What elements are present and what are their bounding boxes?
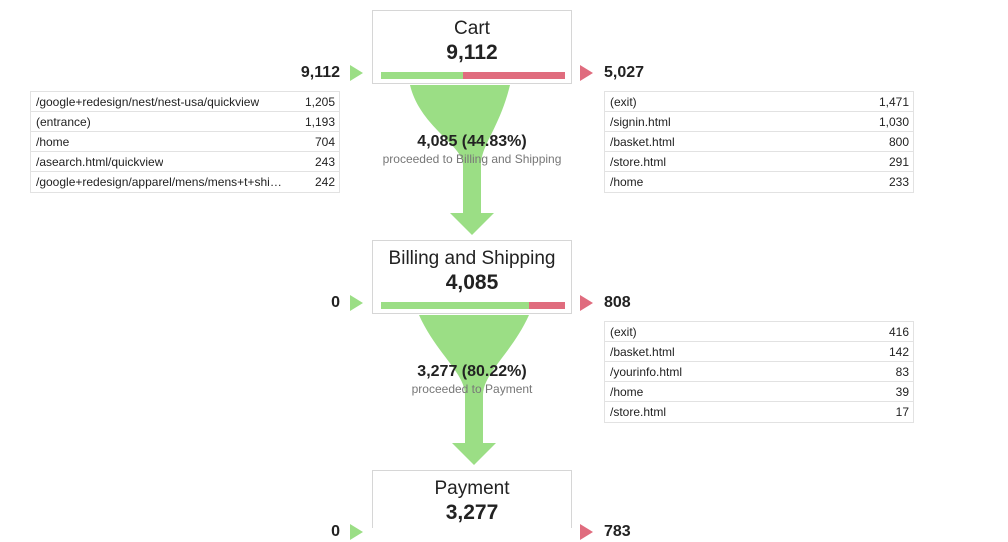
exit-pages-table: (exit) 1,471 /signin.html 1,030 /basket.ht… — [604, 91, 914, 193]
step-progress-bar — [381, 72, 565, 79]
row-value: 233 — [888, 175, 909, 189]
step-name: Billing and Shipping — [388, 248, 556, 269]
table-row[interactable]: (exit) 416 — [605, 322, 913, 342]
row-path: /signin.html — [610, 115, 671, 129]
step-box-cart[interactable]: Cart 9,112 — [372, 10, 572, 84]
exits-count[interactable]: 808 — [604, 294, 631, 311]
entrances-arrow-icon — [350, 524, 363, 540]
flow-description: proceeded to Billing and Shipping — [382, 152, 562, 166]
flow-label: 4,085 (44.83%) proceeded to Billing and … — [352, 132, 592, 167]
row-value: 83 — [895, 365, 909, 379]
exit-pages-table: (exit) 416 /basket.html 142 /yourinfo.html… — [604, 321, 914, 423]
entrances-arrow-icon — [350, 65, 363, 81]
step-count: 9,112 — [446, 41, 498, 64]
row-path: /store.html — [610, 155, 667, 169]
funnel-flow-shape — [419, 315, 529, 465]
exits-arrow-icon — [580, 295, 593, 311]
table-row[interactable]: /asearch.html/quickview 243 — [31, 152, 339, 172]
step-name: Payment — [434, 478, 510, 499]
entrance-sources-table: /google+redesign/nest/nest-usa/quickview… — [30, 91, 340, 193]
flow-count: 3,277 (80.22%) — [417, 363, 527, 380]
row-value: 1,030 — [878, 115, 909, 129]
table-row[interactable]: (entrance) 1,193 — [31, 112, 339, 132]
row-path: /google+redesign/nest/nest-usa/quickview — [36, 95, 260, 109]
exits-arrow-icon — [580, 524, 593, 540]
row-path: /yourinfo.html — [610, 365, 683, 379]
row-path: (exit) — [610, 95, 637, 109]
step-count: 4,085 — [445, 271, 499, 294]
table-row[interactable]: /yourinfo.html 83 — [605, 362, 913, 382]
row-path: /google+redesign/apparel/mens/mens+t+shi… — [36, 175, 282, 189]
table-row[interactable]: /store.html 17 — [605, 402, 913, 422]
row-value: 243 — [314, 155, 335, 169]
table-row[interactable]: /signin.html 1,030 — [605, 112, 913, 132]
exit-bar-segment — [463, 72, 565, 79]
exits-arrow-icon — [580, 65, 593, 81]
row-value: 1,471 — [878, 95, 909, 109]
row-value: 800 — [888, 135, 909, 149]
flow-count: 4,085 (44.83%) — [417, 133, 527, 150]
row-path: /basket.html — [610, 135, 675, 149]
row-value: 39 — [895, 385, 909, 399]
table-row[interactable]: /google+redesign/nest/nest-usa/quickview… — [31, 92, 339, 112]
table-row[interactable]: /home 233 — [605, 172, 913, 192]
row-path: (entrance) — [36, 115, 91, 129]
row-value: 416 — [888, 325, 909, 339]
flow-label: 3,277 (80.22%) proceeded to Payment — [352, 362, 592, 397]
proceed-bar-segment — [381, 72, 464, 79]
row-path: /home — [610, 385, 644, 399]
step-name: Cart — [454, 18, 490, 39]
step-box-billing-and-shipping[interactable]: Billing and Shipping 4,085 — [372, 240, 572, 314]
step-count: 3,277 — [445, 501, 499, 524]
table-row[interactable]: /google+redesign/apparel/mens/mens+t+shi… — [31, 172, 339, 192]
row-value: 142 — [888, 345, 909, 359]
table-row[interactable]: (exit) 1,471 — [605, 92, 913, 112]
row-value: 291 — [888, 155, 909, 169]
entrances-count[interactable]: 9,112 — [300, 64, 340, 81]
row-value: 1,193 — [304, 115, 335, 129]
exit-bar-segment — [528, 302, 565, 309]
flow-description: proceeded to Payment — [411, 382, 533, 396]
entrances-arrow-icon — [350, 295, 363, 311]
step-progress-bar — [381, 302, 565, 309]
row-path: /basket.html — [610, 345, 675, 359]
row-path: /home — [36, 135, 70, 149]
exits-count[interactable]: 783 — [604, 523, 631, 540]
table-row[interactable]: /basket.html 800 — [605, 132, 913, 152]
entrances-count[interactable]: 0 — [331, 523, 340, 540]
entrances-count[interactable]: 0 — [331, 294, 340, 311]
table-row[interactable]: /home 39 — [605, 382, 913, 402]
row-value: 17 — [895, 405, 909, 419]
row-path: (exit) — [610, 325, 637, 339]
row-path: /home — [610, 175, 644, 189]
table-row[interactable]: /home 704 — [31, 132, 339, 152]
row-value: 704 — [314, 135, 335, 149]
exits-count[interactable]: 5,027 — [604, 64, 645, 81]
row-path: /store.html — [610, 405, 667, 419]
row-value: 242 — [314, 175, 335, 189]
funnel-flow-shape — [410, 85, 510, 235]
proceed-bar-segment — [381, 302, 529, 309]
table-row[interactable]: /basket.html 142 — [605, 342, 913, 362]
step-box-payment[interactable]: Payment 3,277 — [372, 470, 572, 528]
table-row[interactable]: /store.html 291 — [605, 152, 913, 172]
row-path: /asearch.html/quickview — [36, 155, 164, 169]
row-value: 1,205 — [304, 95, 335, 109]
